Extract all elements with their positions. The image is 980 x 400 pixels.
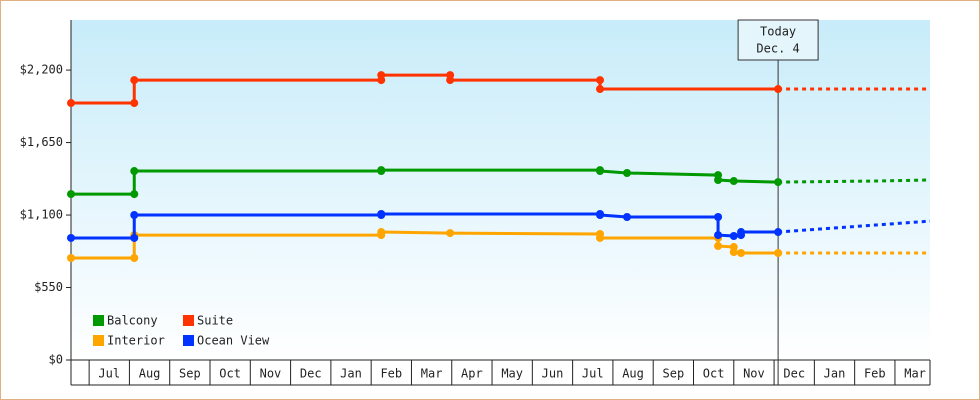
- point: [67, 233, 75, 242]
- x-tick-label: Aug: [622, 367, 644, 381]
- x-tick-label: Mar: [904, 367, 926, 381]
- point: [67, 99, 75, 108]
- x-tick-label: Dec: [783, 367, 805, 381]
- point: [130, 167, 139, 176]
- point: [714, 231, 723, 240]
- y-tick-label: $2,200: [20, 63, 63, 77]
- x-tick-label: Apr: [461, 367, 483, 381]
- point: [737, 228, 746, 237]
- point: [596, 167, 605, 176]
- point: [130, 76, 139, 85]
- point: [596, 76, 605, 85]
- x-tick-label: Jul: [98, 367, 120, 381]
- x-tick-label: Nov: [260, 367, 282, 381]
- plot-area: [71, 20, 930, 360]
- point: [130, 190, 139, 199]
- x-tick-label: Jul: [582, 367, 604, 381]
- x-tick-label: May: [501, 367, 523, 381]
- point: [130, 254, 139, 262]
- y-tick-label: $1,650: [20, 135, 63, 149]
- projection-line: [778, 178, 931, 184]
- today-box: [737, 19, 819, 61]
- x-tick-label: Feb: [380, 367, 402, 381]
- point: [774, 178, 783, 187]
- x-tick-label: Mar: [421, 367, 443, 381]
- point: [130, 211, 139, 220]
- x-tick-label: Sep: [179, 367, 201, 381]
- point: [623, 169, 632, 177]
- point: [67, 190, 75, 199]
- point: [774, 228, 783, 237]
- point: [623, 213, 632, 222]
- x-tick-label: Jan: [824, 367, 846, 381]
- today-label: Today: [760, 25, 796, 39]
- point: [596, 85, 605, 94]
- point: [729, 177, 738, 186]
- x-tick-label: Dec: [300, 367, 322, 381]
- series-line: [71, 73, 779, 105]
- x-tick-label: Jun: [542, 367, 564, 381]
- point: [130, 99, 139, 108]
- point: [729, 231, 738, 240]
- legend-label: Suite: [197, 314, 233, 328]
- legend-label: Interior: [107, 334, 165, 348]
- legend-label: Balcony: [107, 314, 158, 328]
- point: [446, 229, 455, 238]
- x-tick-label: Oct: [219, 367, 241, 381]
- x-tick-label: Sep: [663, 367, 685, 381]
- point: [714, 213, 723, 222]
- point: [377, 71, 386, 80]
- point: [377, 228, 386, 237]
- legend-swatch: [183, 315, 194, 326]
- y-tick-label: $0: [49, 353, 63, 367]
- point: [130, 233, 139, 242]
- legend-swatch: [93, 315, 104, 326]
- point: [596, 233, 605, 242]
- x-tick-label: Oct: [703, 367, 725, 381]
- point: [774, 248, 783, 257]
- point: [377, 166, 386, 175]
- point: [774, 85, 783, 94]
- point: [377, 209, 386, 218]
- x-tick-label: Nov: [743, 367, 765, 381]
- y-tick-label: $550: [34, 280, 63, 294]
- point: [729, 248, 738, 257]
- x-tick-label: Aug: [139, 367, 161, 381]
- point: [596, 211, 605, 220]
- point: [714, 242, 723, 251]
- legend-label: Ocean View: [197, 334, 270, 348]
- x-tick-label: Jan: [340, 367, 362, 381]
- legend-swatch: [183, 335, 194, 346]
- today-label: Dec. 4: [756, 42, 799, 56]
- projection-line: [777, 219, 931, 234]
- y-tick-label: $1,100: [20, 208, 63, 222]
- point: [446, 76, 455, 85]
- x-tick-label: Feb: [864, 367, 886, 381]
- point: [737, 248, 746, 257]
- legend-swatch: [93, 335, 104, 346]
- point: [714, 175, 723, 184]
- point: [67, 254, 75, 262]
